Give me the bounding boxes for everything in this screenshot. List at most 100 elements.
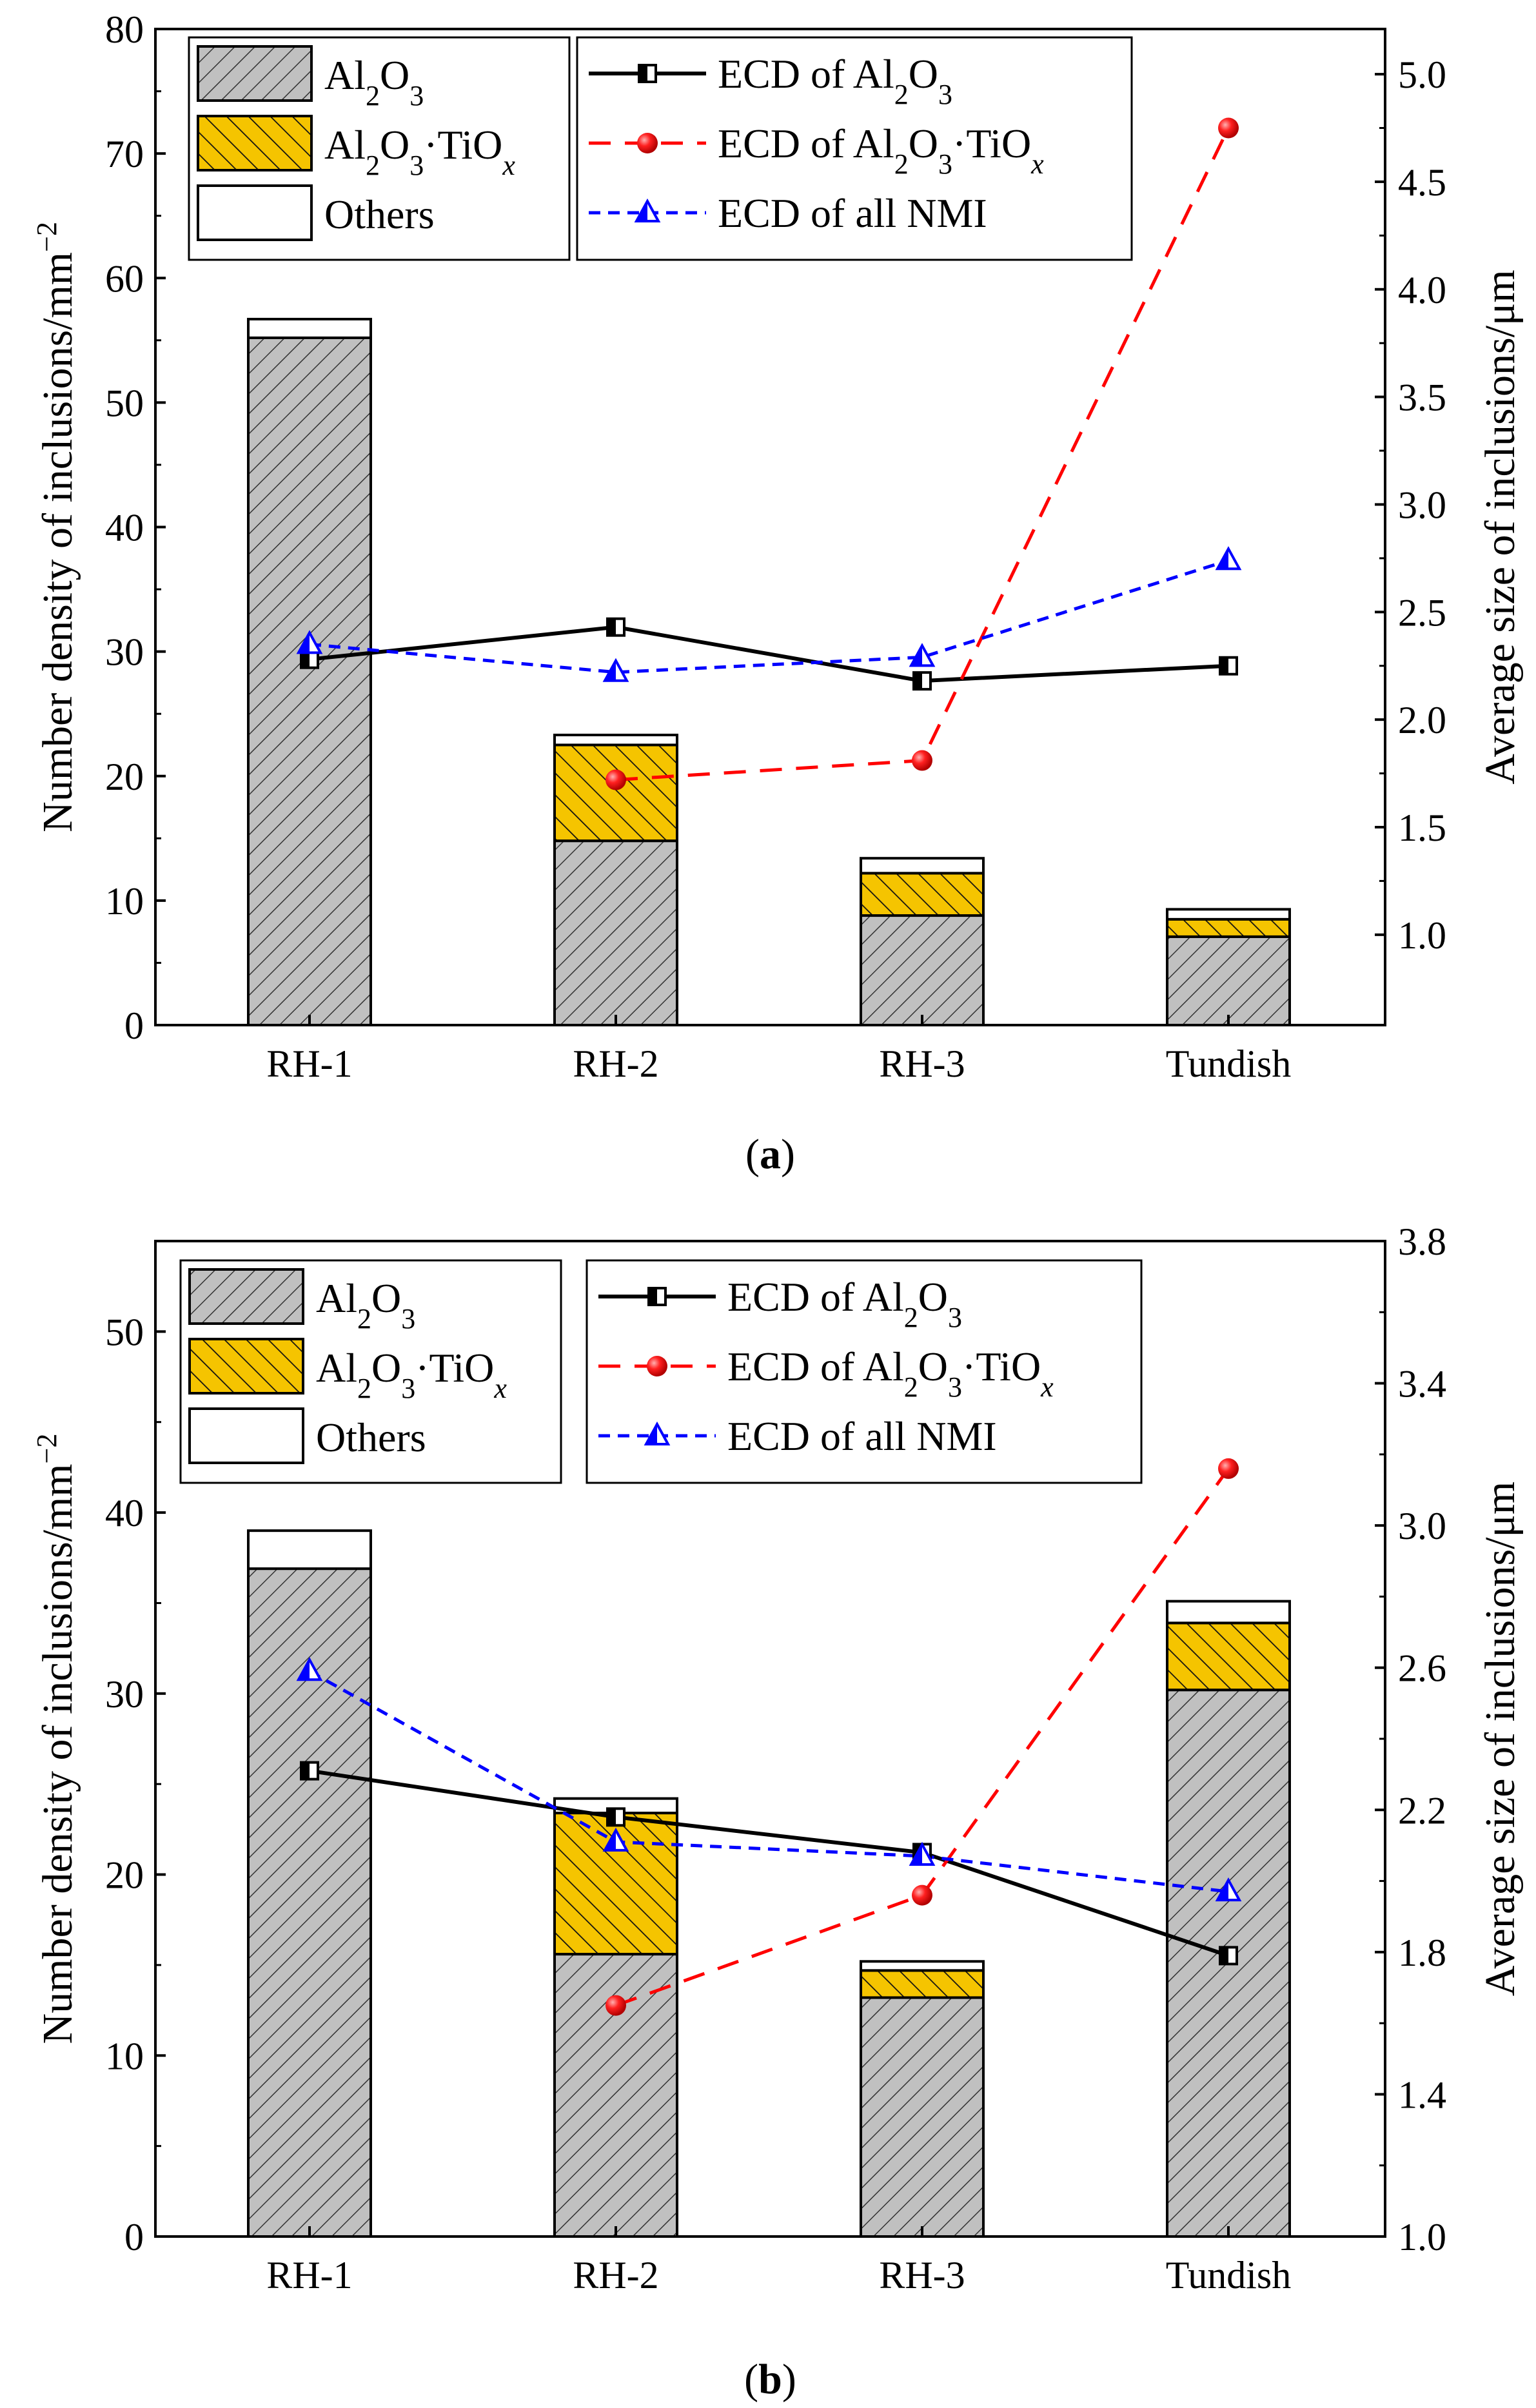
panel-label-b: (b)	[744, 2356, 796, 2403]
y-tick-label: 0	[124, 1004, 144, 1047]
marker-ecd-all-nmi-tundish	[1215, 546, 1242, 571]
bar-al2o3-tiox-tundish	[1166, 917, 1291, 938]
marker-ecd-al2o3-tundish	[1219, 656, 1238, 676]
bar-al2o3-rh-2	[553, 839, 678, 1027]
y-tick-label: 20	[105, 1854, 144, 1897]
legend-swatch-al2o3	[197, 45, 313, 102]
x-tick-label-rh-2: RH-2	[573, 1042, 658, 1085]
legend-label-ecd-all-nmi: ECD of all NMI	[727, 1413, 997, 1459]
y2-axis-label: Average size of inclusions/μm	[1477, 269, 1524, 784]
panel-label-a: (a)	[745, 1131, 795, 1178]
y2-tick-label: 2.5	[1398, 591, 1446, 634]
line-ecd-al2o3	[309, 625, 1229, 683]
y2-tick-label: 1.4	[1398, 2073, 1446, 2116]
x-tick-label-tundish: Tundish	[1166, 1042, 1292, 1085]
marker-ecd-all-nmi-rh-1	[296, 630, 323, 654]
legend-swatch-al2o3	[188, 1268, 304, 1325]
marker-ecd-al2o3-tiox-rh-3	[912, 1884, 932, 1906]
y-tick-label: 40	[105, 507, 144, 549]
y2-tick-label: 2.2	[1398, 1789, 1446, 1832]
bar-others-rh-1	[247, 1529, 372, 1571]
legend-swatch-others	[188, 1407, 304, 1464]
legend-swatch-others	[197, 184, 313, 241]
y2-tick-label: 3.0	[1398, 484, 1446, 526]
line-ecd-all-nmi	[308, 1670, 1229, 1894]
y2-tick-label: 1.5	[1398, 807, 1446, 849]
marker-ecd-al2o3-tundish	[1219, 1946, 1238, 1966]
marker-ecd-all-nmi-rh-3	[909, 1841, 936, 1866]
y-tick-label: 0	[124, 2216, 144, 2258]
legend-swatch-al2o3-tiox	[197, 115, 313, 171]
bar-others-rh-2	[553, 734, 678, 747]
x-tick-label-rh-3: RH-3	[879, 1042, 965, 1085]
y-tick-label: 30	[105, 631, 144, 674]
y2-tick-label: 3.8	[1398, 1220, 1446, 1263]
y2-tick-label: 1.8	[1398, 1932, 1446, 1974]
bar-others-rh-1	[247, 317, 372, 339]
line-ecd-all-nmi	[309, 558, 1229, 674]
y2-axis-label: Average size of inclusions/μm	[1477, 1482, 1524, 1996]
x-tick-label-rh-3: RH-3	[879, 2254, 965, 2296]
chart-panel-a: 0 10 20 30 40 50 60 70 80 1.0 1.5 2.0 2.5 3.0 3.5 4.0 4.…	[31, 8, 1524, 1178]
marker-ecd-al2o3-rh-2	[606, 1807, 625, 1827]
marker-ecd-al2o3-rh-1	[300, 1761, 319, 1781]
bar-al2o3-rh-3	[860, 1996, 985, 2238]
marker-ecd-al2o3-rh-2	[606, 617, 625, 637]
legend-label-others: Others	[324, 191, 435, 237]
marker-ecd-al2o3-tiox-rh-3	[912, 750, 932, 771]
y-tick-label: 10	[105, 880, 144, 923]
bar-al2o3-tiox-tundish	[1166, 1621, 1291, 1692]
y-axis-label: Number density of inclusions/mm−2	[31, 222, 82, 832]
marker-ecd-all-nmi-rh-2	[602, 1827, 629, 1852]
legend-label-others: Others	[316, 1414, 426, 1460]
x-tick-label-tundish: Tundish	[1166, 2254, 1292, 2296]
legend-label-ecd-al2o3: ECD of Al2O3	[718, 51, 952, 110]
legend-label-al2o3: Al2O3	[316, 1275, 415, 1335]
x-tick-label-rh-1: RH-1	[266, 2254, 352, 2296]
legend-swatch-al2o3-tiox	[188, 1338, 304, 1395]
y-tick-label: 40	[105, 1492, 144, 1534]
chart-panel-b: 0 10 20 30 40 50 1.0 1.4 1.8 2.2 2.6 3.0 3.4 3.8 RH-1 R…	[31, 1220, 1524, 2403]
bar-others-tundish	[1166, 908, 1291, 921]
legend-label-ecd-al2o3-tiox: ECD of Al2O3·TiOx	[727, 1344, 1054, 1403]
bar-others-tundish	[1166, 1600, 1291, 1625]
line-ecd-al2o3	[309, 1768, 1229, 1958]
bar-al2o3-tiox-rh-3	[860, 1969, 985, 1999]
marker-ecd-all-nmi-rh-3	[909, 643, 936, 667]
bar-al2o3-rh-3	[860, 914, 985, 1027]
x-tick-label-rh-2: RH-2	[573, 2254, 658, 2296]
legend-label-al2o3: Al2O3	[324, 52, 424, 112]
y2-tick-label: 1.0	[1398, 914, 1446, 957]
y2-tick-label: 3.0	[1398, 1505, 1446, 1547]
marker-ecd-all-nmi-rh-1	[296, 1657, 323, 1681]
marker-ecd-al2o3-tiox-tundish	[1218, 1458, 1239, 1479]
y2-tick-label: 2.6	[1398, 1647, 1446, 1690]
y-tick-label: 60	[105, 257, 144, 300]
y-tick-label: 50	[105, 382, 144, 424]
x-tick-label-rh-1: RH-1	[266, 1042, 352, 1085]
y2-tick-label: 5.0	[1398, 54, 1446, 96]
legend-label-ecd-al2o3-tiox: ECD of Al2O3·TiOx	[718, 121, 1044, 180]
legend-lines	[576, 36, 1133, 261]
legend-label-al2o3-tiox: Al2O3·TiOx	[324, 122, 515, 181]
y-tick-label: 10	[105, 2035, 144, 2077]
y-tick-label: 20	[105, 756, 144, 798]
bar-others-rh-3	[860, 1960, 985, 1972]
marker-ecd-al2o3-tiox-rh-2	[606, 769, 626, 790]
bar-al2o3-tundish	[1166, 935, 1291, 1026]
marker-ecd-all-nmi-rh-2	[602, 658, 629, 682]
y-tick-label: 30	[105, 1673, 144, 1716]
y-tick-label: 50	[105, 1311, 144, 1353]
legend-label-ecd-al2o3: ECD of Al2O3	[727, 1274, 962, 1333]
marker-ecd-al2o3-tiox-rh-2	[606, 1995, 626, 2016]
bar-others-rh-3	[860, 857, 985, 875]
bar-al2o3-tiox-rh-3	[860, 872, 985, 917]
y2-tick-label: 1.0	[1398, 2216, 1446, 2258]
legend-label-ecd-all-nmi: ECD of all NMI	[718, 190, 987, 236]
y-tick-label: 70	[105, 133, 144, 175]
y-tick-label: 80	[105, 8, 144, 51]
marker-ecd-al2o3-rh-3	[912, 671, 932, 691]
y2-tick-label: 3.5	[1398, 377, 1446, 419]
legend-label-al2o3-tiox: Al2O3·TiOx	[316, 1345, 507, 1404]
